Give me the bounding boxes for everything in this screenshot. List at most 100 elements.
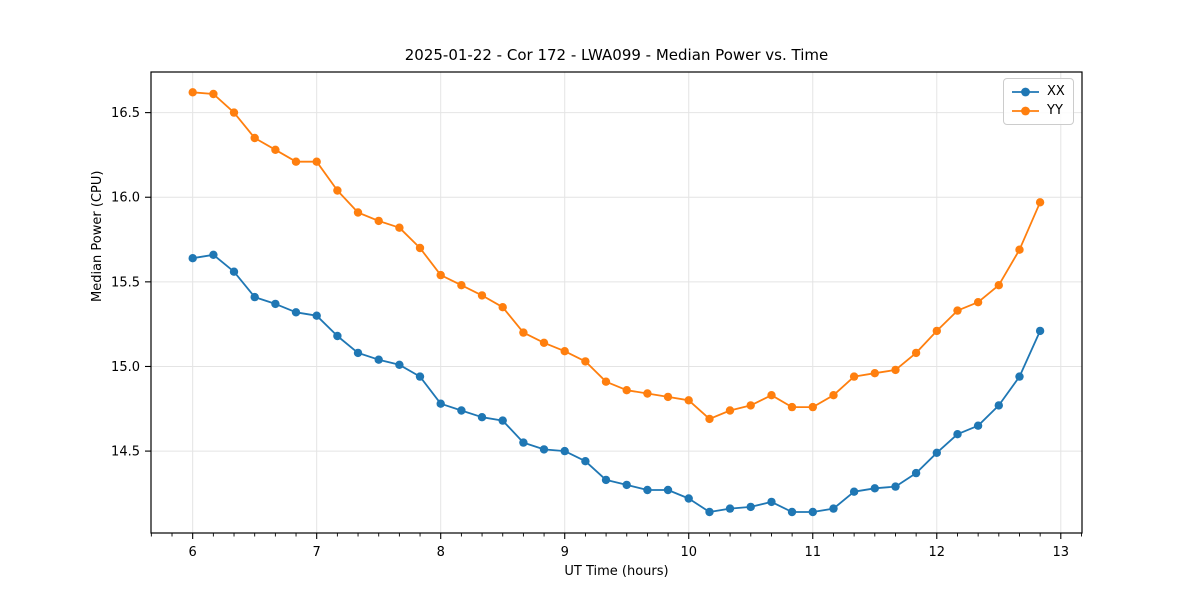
y-tick-label: 16.5 [111,106,140,121]
series-xx-marker [787,507,797,517]
y-tick-label: 15.5 [111,275,140,290]
series-yy-line [192,91,1041,420]
series-yy-marker [870,369,879,378]
series-yy-marker [395,223,404,232]
series-yy-marker [994,281,1003,290]
plot-border [150,71,1083,534]
series-yy-marker [808,402,817,412]
series-xx-marker [973,421,983,430]
series-yy-marker [436,270,445,280]
series-xx-marker [291,308,301,317]
series-yy-marker [519,328,528,337]
series-yy-marker [1015,245,1024,254]
series-xx-marker [581,457,590,466]
series-yy-marker [374,216,383,226]
series-yy-marker [291,157,301,166]
series-xx-marker [808,507,817,517]
series-yy-marker [271,145,280,154]
x-tick-label: 7 [313,545,321,560]
series-yy-marker [353,208,363,217]
series-xx-marker [477,413,487,422]
series-xx-marker [539,445,549,454]
legend-line-marker-xx-icon [1012,87,1039,97]
series-xx-marker [560,446,569,456]
legend-entry-yy: YY [1011,103,1065,119]
series-xx-marker [1015,372,1024,381]
series-yy-marker [457,281,466,290]
series-xx-marker [684,494,693,503]
series-xx-marker [767,497,776,507]
series-yy-marker [581,357,590,366]
y-tick-label: 15.0 [111,360,140,375]
series-yy-marker [891,365,900,375]
series-yy-marker [209,89,218,99]
series-xx-marker [601,475,611,485]
series-xx-marker [519,438,528,447]
series-xx-marker [250,292,259,302]
series-yy-marker [188,88,197,97]
series-xx-marker [374,355,383,364]
x-tick-label: 10 [680,545,697,560]
legend: XX YY [1003,78,1074,125]
series-xx-marker [312,311,321,320]
series-yy-marker [725,406,735,415]
series-yy-marker [643,389,652,398]
x-tick-label: 12 [929,545,946,560]
series-yy-marker [953,306,962,315]
y-tick-label: 14.5 [111,445,140,460]
series-yy-marker [601,377,611,386]
series-yy-marker [849,372,859,381]
series-yy-marker [911,348,921,358]
series-xx-marker [994,401,1003,410]
x-axis-label: UT Time (hours) [564,564,669,579]
series-xx-marker [911,468,921,478]
x-tick-label: 13 [1053,545,1070,560]
series-yy-marker [932,326,941,336]
series-yy-marker [560,347,569,356]
legend-line-marker-yy-icon [1012,106,1039,116]
series-xx-marker [436,399,445,408]
legend-entry-xx: XX [1011,84,1065,100]
legend-label-xx: XX [1047,84,1065,99]
x-tick-label: 9 [561,545,569,560]
series-xx-marker [353,348,363,358]
series-yy-marker [1035,198,1045,207]
series-yy-marker [622,386,631,395]
series-xx-marker [457,406,466,415]
series-yy-marker [767,391,776,400]
series-xx-marker [333,331,342,341]
series-xx-marker [829,504,838,513]
series-yy-marker [705,414,714,424]
series-xx-marker [622,480,631,490]
series-yy-marker [829,391,838,400]
legend-label-yy: YY [1047,103,1063,118]
series-xx-marker [229,267,239,276]
series-xx-marker [663,485,673,495]
series-yy-marker [333,186,342,195]
series-xx-marker [932,448,941,457]
series-yy-marker [229,108,239,117]
series-xx-marker [849,487,859,496]
series-yy-marker [684,396,693,405]
series-yy-marker [250,133,259,143]
series-xx-marker [415,372,425,381]
series-xx-marker [870,484,879,493]
series-yy-marker [746,401,755,410]
series-xx-marker [188,254,197,263]
x-tick-label: 6 [189,545,197,560]
x-tick-label: 8 [437,545,445,560]
chart-title: 2025-01-22 - Cor 172 - LWA099 - Median P… [404,46,829,64]
series-yy-marker [312,157,321,166]
series-xx-marker [725,504,735,513]
series-yy-marker [477,291,487,300]
series-xx-marker [705,507,714,517]
series-xx-marker [953,430,962,439]
series-yy-marker [498,303,507,312]
series-xx-marker [1035,326,1045,336]
series-yy-marker [663,392,673,402]
series-yy-marker [539,338,549,347]
series-yy-marker [973,298,983,307]
series-xx-marker [271,299,280,309]
series-yy-marker [787,402,797,412]
